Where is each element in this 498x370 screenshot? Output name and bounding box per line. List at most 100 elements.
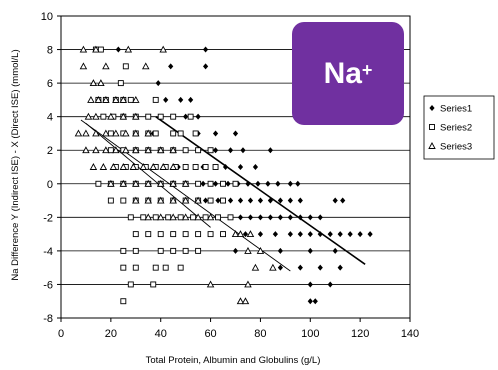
data-point [79, 62, 88, 70]
legend: Series1 Series2 Series3 [423, 95, 495, 160]
data-point [177, 130, 184, 137]
data-point [156, 146, 165, 154]
data-point [277, 264, 283, 271]
data-point [265, 180, 271, 187]
data-point [107, 147, 114, 154]
data-point [312, 298, 318, 305]
data-point [277, 247, 283, 254]
data-point [139, 163, 148, 170]
data-point [236, 297, 245, 305]
data-point [141, 62, 150, 70]
data-point [251, 263, 260, 271]
data-point [132, 196, 140, 204]
data-point [156, 196, 165, 204]
data-point [140, 214, 147, 221]
data-point [236, 230, 245, 238]
trendline-series3 [80, 119, 291, 272]
y-tick-label: 2 [47, 145, 53, 157]
data-point [317, 264, 323, 271]
data-point [242, 231, 249, 238]
data-point [163, 96, 169, 103]
data-point [177, 264, 184, 271]
y-axis-label: Na Difference Y (Indirect ISE) - X (Dire… [10, 49, 21, 280]
data-point [84, 112, 93, 120]
data-point [182, 231, 189, 238]
data-point [225, 180, 231, 187]
y-tick-label: 0 [47, 179, 53, 191]
data-point [202, 197, 209, 204]
data-point [220, 231, 226, 238]
data-point [237, 197, 244, 204]
data-point [237, 164, 244, 170]
data-point [178, 96, 184, 103]
data-point [337, 264, 343, 271]
data-point [206, 280, 215, 288]
y-tick-label: 8 [47, 45, 53, 57]
data-point [181, 179, 190, 187]
data-point [102, 95, 110, 103]
data-point [156, 179, 165, 187]
data-point [183, 113, 189, 120]
data-point [307, 281, 313, 288]
data-point [170, 231, 177, 238]
x-axis-label: Total Protein, Albumin and Globulins (g/… [146, 355, 321, 366]
data-point [231, 230, 240, 238]
data-point [202, 214, 209, 221]
data-point [269, 263, 277, 271]
data-point [112, 129, 120, 137]
x-tick-label: 20 [105, 328, 117, 340]
data-point [241, 297, 250, 305]
sodium-badge: Na + [292, 22, 404, 125]
data-point [232, 247, 239, 254]
data-point [132, 112, 140, 120]
data-point [102, 146, 110, 154]
data-point [327, 281, 333, 288]
data-point [202, 164, 209, 170]
data-point [317, 214, 323, 221]
data-point [170, 113, 177, 120]
data-point [207, 180, 214, 187]
data-point [92, 45, 100, 53]
data-point [307, 247, 313, 254]
data-point [169, 213, 177, 221]
data-point [89, 79, 98, 87]
data-point [257, 197, 264, 204]
data-point [92, 146, 100, 154]
data-point [332, 197, 338, 204]
data-point [132, 264, 139, 271]
x-tick-label: 120 [351, 328, 369, 340]
data-point [357, 231, 363, 238]
data-point [102, 129, 110, 137]
data-point [95, 180, 102, 187]
data-point [307, 214, 313, 221]
data-point [232, 180, 239, 187]
data-point [182, 164, 189, 170]
data-point [124, 45, 133, 53]
data-point [227, 147, 234, 154]
data-point [144, 213, 153, 221]
data-point [132, 231, 139, 238]
data-point [272, 231, 278, 238]
data-point [215, 197, 221, 204]
data-point [102, 62, 110, 70]
data-point [115, 46, 121, 53]
data-point [112, 95, 120, 103]
data-point [169, 179, 177, 187]
data-point [195, 147, 202, 154]
data-point [144, 196, 153, 204]
data-point [297, 264, 303, 271]
data-point [127, 96, 134, 103]
data-point [99, 163, 108, 170]
data-point [97, 46, 104, 53]
data-point [317, 231, 323, 238]
data-point [97, 79, 105, 87]
data-point [247, 197, 254, 204]
data-point [247, 214, 254, 221]
data-point [182, 247, 189, 254]
data-point [187, 113, 194, 120]
data-point [227, 214, 234, 221]
data-point [152, 96, 159, 103]
data-point [277, 214, 283, 221]
data-point [87, 95, 95, 103]
data-point [256, 246, 265, 254]
